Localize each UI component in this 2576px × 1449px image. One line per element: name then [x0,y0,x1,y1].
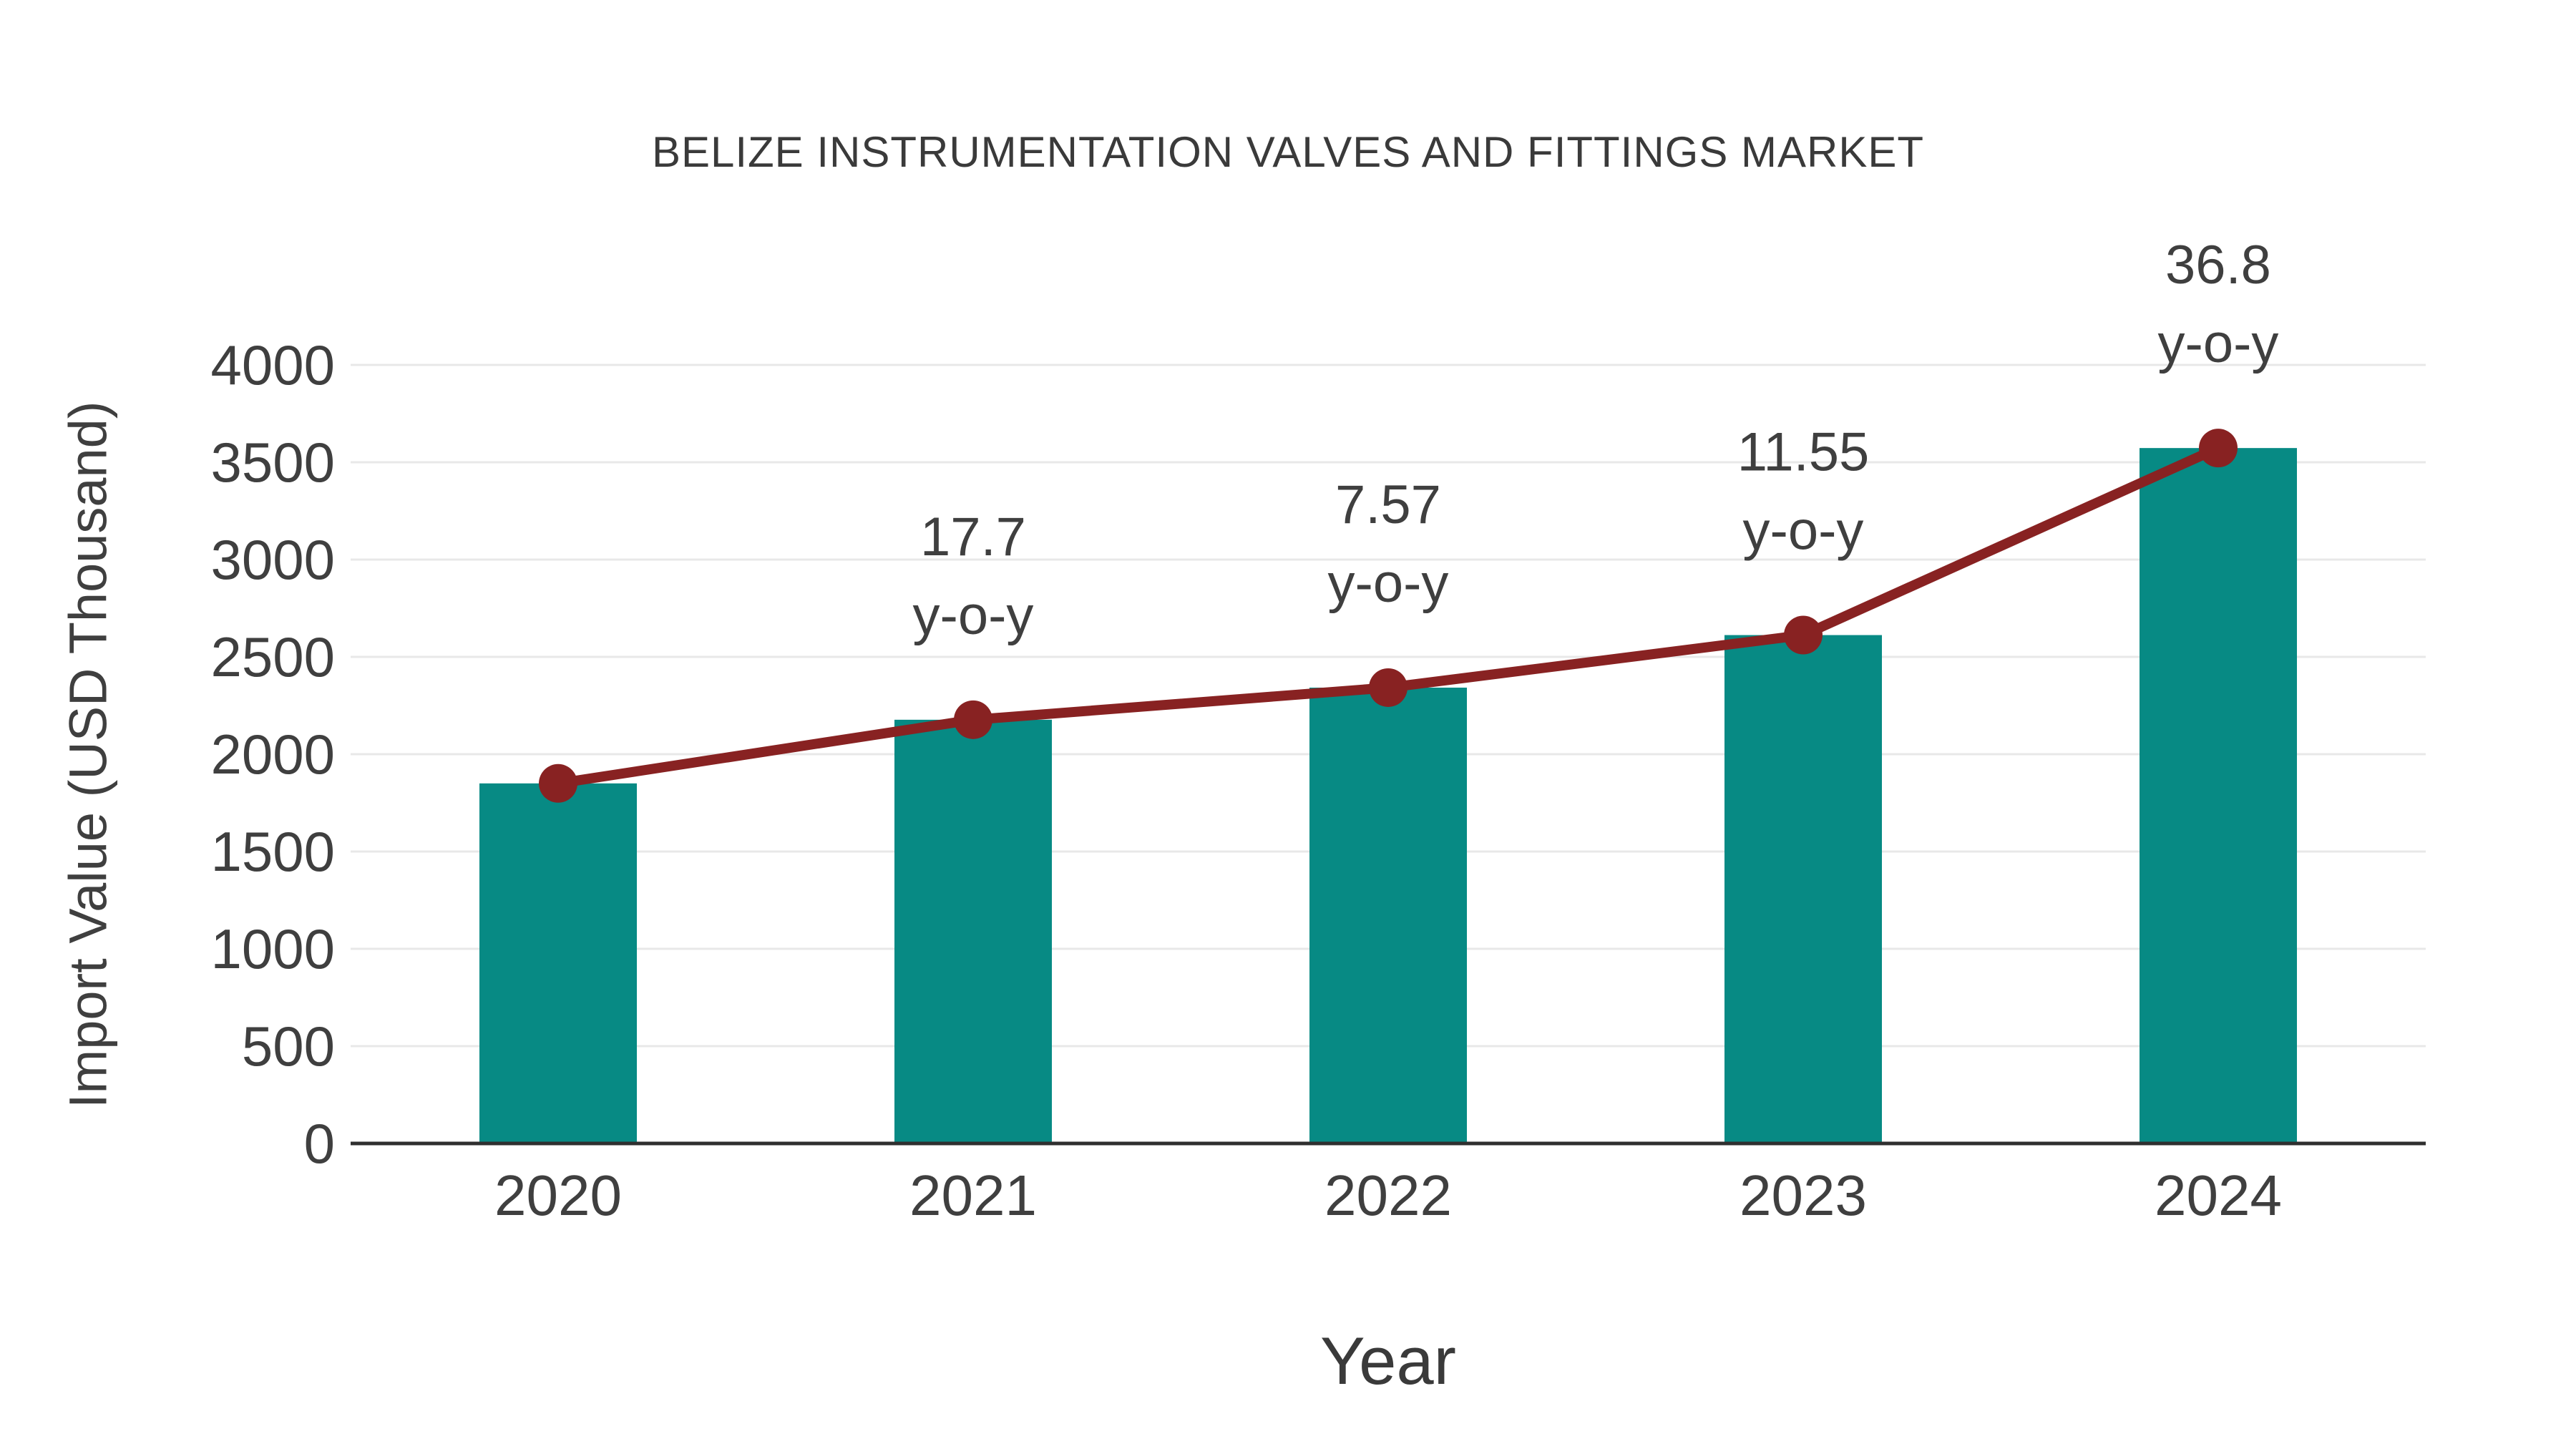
marker-2022 [1369,668,1407,707]
x-tick-label-2021: 2021 [909,1163,1037,1227]
bar-2023 [1724,635,1882,1143]
x-tick-label-2020: 2020 [494,1163,622,1227]
y-tick-label-1000: 1000 [210,917,335,980]
marker-2024 [2199,429,2238,468]
y-tick-label-4000: 4000 [210,333,335,396]
y-tick-label-1500: 1500 [210,820,335,883]
annotation-2021-value: 17.7 [920,507,1026,567]
marker-2020 [539,763,577,803]
y-tick-label-3000: 3000 [210,528,335,591]
x-axis-title: Year [1320,1323,1456,1398]
annotation-2023-label: y-o-y [1743,501,1864,562]
bar-2021 [894,719,1052,1143]
bar-2020 [479,783,637,1143]
annotation-2024-label: y-o-y [2158,313,2279,374]
bar-2024 [2140,448,2297,1143]
x-tick-label-2022: 2022 [1324,1163,1452,1227]
y-tick-label-2000: 2000 [210,723,335,786]
annotation-2024-value: 36.8 [2165,235,2271,296]
chart-title: BELIZE INSTRUMENTATION VALVES AND FITTIN… [651,128,1925,176]
x-tick-label-2023: 2023 [1740,1163,1867,1227]
annotation-2022-label: y-o-y [1328,553,1449,614]
annotation-2023-value: 11.55 [1737,422,1870,483]
y-tick-label-0: 0 [304,1112,335,1175]
annotation-2021-label: y-o-y [913,585,1034,646]
annotation-2022-value: 7.57 [1335,474,1441,535]
marker-2023 [1784,615,1823,655]
bar-2022 [1309,687,1467,1143]
marker-2021 [954,700,992,739]
y-tick-label-500: 500 [242,1015,335,1078]
y-tick-label-2500: 2500 [210,625,335,688]
x-tick-label-2024: 2024 [2155,1163,2282,1227]
y-tick-label-3500: 3500 [210,431,335,494]
